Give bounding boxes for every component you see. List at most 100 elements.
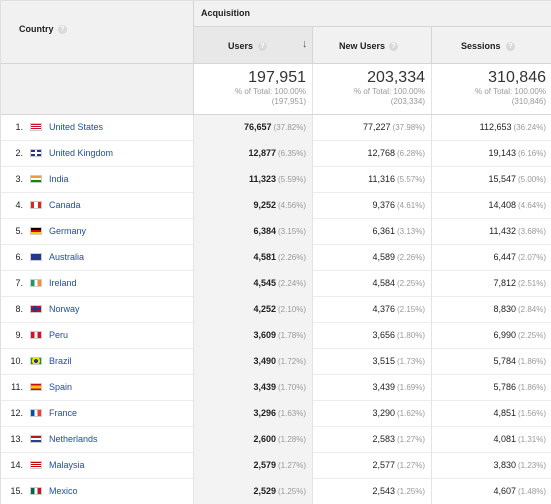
table-row: 15. Mexico 2,529 (1.25%) 2,543 (1.25%) 4,6… xyxy=(1,479,551,504)
row-index: 3. xyxy=(15,174,23,184)
help-icon[interactable]: ? xyxy=(58,25,67,34)
sessions-cell: 3,830 (1.23%) xyxy=(432,453,551,479)
country-link[interactable]: France xyxy=(49,408,78,418)
new-users-value: 2,577 xyxy=(372,460,395,470)
new-users-total-sub: (203,334) xyxy=(390,97,425,106)
users-value: 11,323 xyxy=(248,174,276,184)
new-users-total-pct: % of Total: 100.00% xyxy=(353,87,425,96)
row-index: 7. xyxy=(15,278,23,288)
country-cell: 1. United States xyxy=(1,115,194,141)
country-cell: 13. Netherlands xyxy=(1,427,194,453)
country-link[interactable]: Australia xyxy=(49,252,85,262)
users-value: 2,579 xyxy=(253,460,276,470)
users-value: 4,581 xyxy=(253,252,276,262)
sessions-cell: 5,784 (1.86%) xyxy=(432,349,551,375)
users-cell: 3,439 (1.70%) xyxy=(194,375,313,401)
new-users-value: 3,656 xyxy=(372,330,395,340)
new-users-cell: 3,515 (1.73%) xyxy=(313,349,432,375)
sessions-total: 310,846 % of Total: 100.00% (310,846) xyxy=(432,64,551,114)
row-index: 1. xyxy=(15,122,23,132)
sessions-percent: (1.56%) xyxy=(517,409,546,418)
country-link[interactable]: Canada xyxy=(49,200,81,210)
new-users-cell: 9,376 (4.61%) xyxy=(313,193,432,219)
sessions-percent: (6.16%) xyxy=(517,149,546,158)
help-icon[interactable]: ? xyxy=(389,42,398,51)
users-cell: 3,490 (1.72%) xyxy=(194,349,313,375)
new-users-cell: 11,316 (5.57%) xyxy=(313,167,432,193)
table-row: 1. United States 76,657 (37.82%) 77,227 (3… xyxy=(1,115,551,141)
users-value: 4,545 xyxy=(253,278,276,288)
sessions-cell: 4,081 (1.31%) xyxy=(432,427,551,453)
country-link[interactable]: Ireland xyxy=(49,278,77,288)
users-percent: (1.70%) xyxy=(277,383,306,392)
table-row: 10. Brazil 3,490 (1.72%) 3,515 (1.73%) 5,7… xyxy=(1,349,551,375)
sort-descending-icon[interactable]: ↓ xyxy=(302,38,308,50)
help-icon[interactable]: ? xyxy=(506,42,515,51)
country-link[interactable]: India xyxy=(49,174,69,184)
help-icon[interactable]: ? xyxy=(258,42,267,51)
new-users-percent: (1.73%) xyxy=(396,357,425,366)
new-users-header-label: New Users xyxy=(339,41,386,51)
sessions-total-pct: % of Total: 100.00% xyxy=(474,87,546,96)
country-cell: 6. Australia xyxy=(1,245,194,271)
row-index: 5. xyxy=(15,226,23,236)
row-index: 14. xyxy=(10,460,23,470)
row-index: 2. xyxy=(15,148,23,158)
country-link[interactable]: Spain xyxy=(49,382,73,392)
sessions-percent: (2.25%) xyxy=(517,331,546,340)
users-percent: (1.72%) xyxy=(277,357,306,366)
sessions-value: 19,143 xyxy=(488,148,516,158)
new-users-cell: 2,583 (1.27%) xyxy=(313,427,432,453)
country-link[interactable]: United States xyxy=(49,122,104,132)
acquisition-header-label: Acquisition xyxy=(201,8,250,18)
users-total-sub: (197,951) xyxy=(271,97,306,106)
country-column-header[interactable]: Country ? xyxy=(1,1,194,63)
users-value: 2,600 xyxy=(253,434,276,444)
table-row: 13. Netherlands 2,600 (1.28%) 2,583 (1.27%… xyxy=(1,427,551,453)
mx-flag-icon xyxy=(30,487,42,495)
country-link[interactable]: Norway xyxy=(49,304,80,314)
row-index: 9. xyxy=(15,330,23,340)
new-users-percent: (1.69%) xyxy=(396,383,425,392)
new-users-percent: (2.25%) xyxy=(396,279,425,288)
table-row: 14. Malaysia 2,579 (1.27%) 2,577 (1.27%) 3… xyxy=(1,453,551,479)
new-users-cell: 4,584 (2.25%) xyxy=(313,271,432,297)
country-cell: 10. Brazil xyxy=(1,349,194,375)
table-row: 3. India 11,323 (5.59%) 11,316 (5.57%) 15,… xyxy=(1,167,551,193)
sessions-percent: (3.68%) xyxy=(517,227,546,236)
users-value: 76,657 xyxy=(244,122,272,132)
sessions-percent: (2.84%) xyxy=(517,305,546,314)
users-percent: (1.25%) xyxy=(277,487,306,496)
sessions-value: 5,786 xyxy=(493,382,516,392)
users-cell: 3,609 (1.78%) xyxy=(194,323,313,349)
new-users-percent: (1.25%) xyxy=(396,487,425,496)
country-link[interactable]: Malaysia xyxy=(49,460,85,470)
country-link[interactable]: Germany xyxy=(49,226,87,236)
users-value: 12,877 xyxy=(248,148,276,158)
new-users-value: 4,584 xyxy=(372,278,395,288)
sessions-cell: 14,408 (4.64%) xyxy=(432,193,551,219)
new-users-percent: (2.15%) xyxy=(396,305,425,314)
sessions-column-header[interactable]: Sessions ? xyxy=(432,27,551,63)
users-column-header[interactable]: Users ? ↓ xyxy=(194,27,313,63)
country-link[interactable]: Mexico xyxy=(49,486,78,496)
country-link[interactable]: Brazil xyxy=(49,356,72,366)
sessions-cell: 4,607 (1.48%) xyxy=(432,479,551,504)
sessions-cell: 15,547 (5.00%) xyxy=(432,167,551,193)
country-link[interactable]: Netherlands xyxy=(49,434,98,444)
users-cell: 2,579 (1.27%) xyxy=(194,453,313,479)
table-row: 11. Spain 3,439 (1.70%) 3,439 (1.69%) 5,78… xyxy=(1,375,551,401)
sessions-value: 4,607 xyxy=(493,486,516,496)
new-users-cell: 6,361 (3.13%) xyxy=(313,219,432,245)
users-cell: 4,581 (2.26%) xyxy=(194,245,313,271)
users-cell: 9,252 (4.56%) xyxy=(194,193,313,219)
new-users-column-header[interactable]: New Users ? xyxy=(313,27,432,63)
sessions-cell: 4,851 (1.56%) xyxy=(432,401,551,427)
country-link[interactable]: Peru xyxy=(49,330,69,340)
country-cell: 4. Canada xyxy=(1,193,194,219)
row-index: 10. xyxy=(10,356,23,366)
uk-flag-icon xyxy=(30,149,42,157)
country-link[interactable]: United Kingdom xyxy=(49,148,114,158)
sessions-cell: 8,830 (2.84%) xyxy=(432,297,551,323)
country-cell: 2. United Kingdom xyxy=(1,141,194,167)
